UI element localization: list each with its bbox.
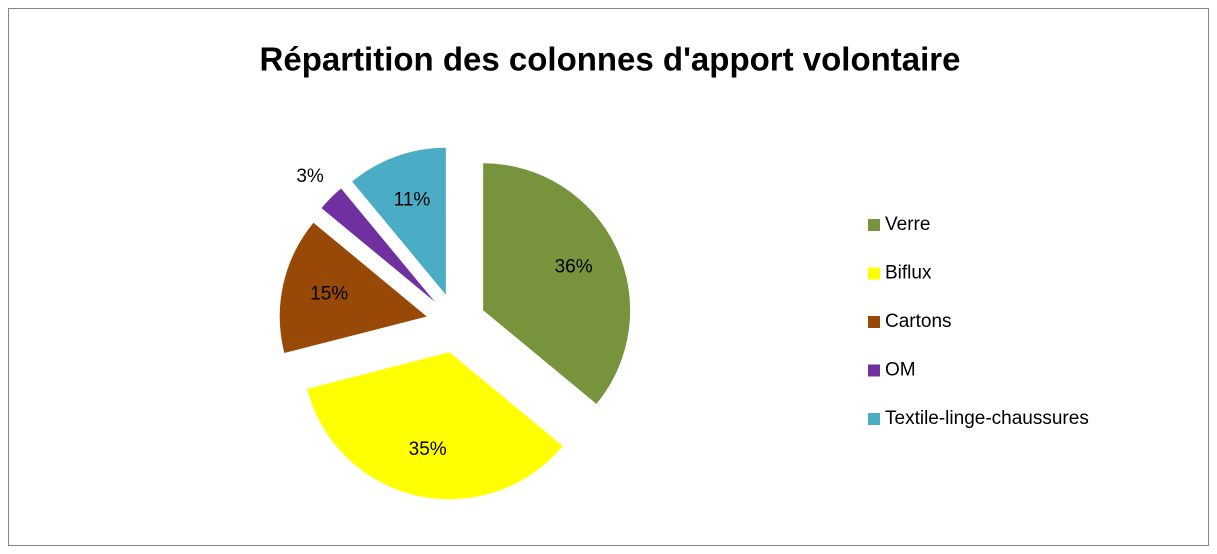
pie-slice	[321, 188, 435, 302]
legend-label: Textile-linge-chaussures	[885, 408, 1089, 429]
legend-label: Cartons	[885, 311, 952, 332]
legend-label: OM	[885, 360, 916, 381]
pie-slice	[279, 222, 427, 354]
data-label: 36%	[555, 257, 593, 278]
legend-swatch	[868, 267, 880, 280]
legend-swatch	[868, 316, 880, 328]
data-label: 35%	[409, 439, 447, 460]
pie-slice	[307, 352, 563, 500]
pie-slice	[483, 163, 631, 404]
legend-swatch	[868, 413, 880, 425]
legend-label: Biflux	[885, 263, 932, 284]
legend-label: Verre	[885, 214, 930, 235]
legend-swatch	[868, 219, 880, 231]
legend-swatch	[868, 364, 880, 377]
data-label: 11%	[394, 190, 431, 211]
data-label: 15%	[310, 284, 348, 305]
data-label: 3%	[296, 166, 324, 187]
pie-slice	[352, 147, 446, 295]
chart-title: Répartition des colonnes d'apport volont…	[260, 41, 961, 78]
